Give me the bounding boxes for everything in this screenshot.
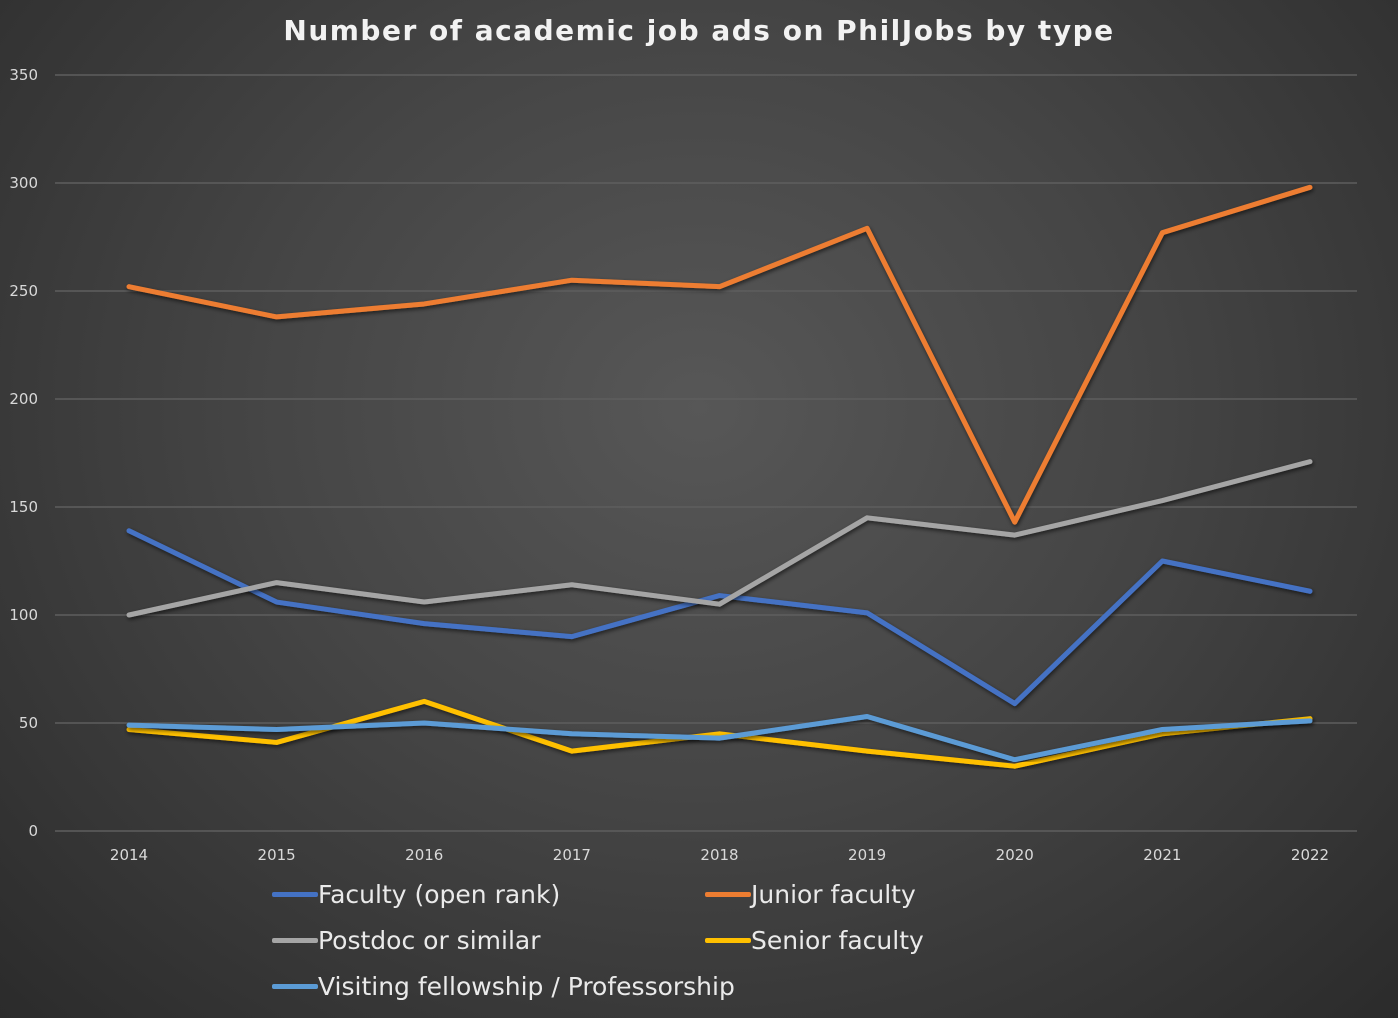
y-tick-label: 200 <box>9 390 38 408</box>
legend-item: Visiting fellowship / Professorship <box>272 972 735 1001</box>
legend-item: Junior faculty <box>705 880 916 909</box>
legend-label: Junior faculty <box>751 880 916 909</box>
legend-item: Postdoc or similar <box>272 926 541 955</box>
chart-title: Number of academic job ads on PhilJobs b… <box>283 14 1115 47</box>
x-tick-label: 2020 <box>996 846 1034 864</box>
legend-label: Faculty (open rank) <box>318 880 561 909</box>
series-line-0 <box>126 528 1313 707</box>
x-tick-label: 2014 <box>110 846 148 864</box>
x-tick-label: 2018 <box>700 846 738 864</box>
legend-label: Visiting fellowship / Professorship <box>318 972 735 1001</box>
legend-swatch <box>272 892 318 897</box>
series-line-2 <box>126 459 1313 618</box>
x-tick-label: 2017 <box>553 846 591 864</box>
y-tick-label: 250 <box>9 282 38 300</box>
x-tick-label: 2015 <box>258 846 296 864</box>
legend-swatch <box>705 938 751 943</box>
y-tick-label: 150 <box>9 498 38 516</box>
y-tick-label: 50 <box>19 714 38 732</box>
legend-label: Senior faculty <box>751 926 924 955</box>
legend-swatch <box>272 938 318 943</box>
x-tick-label: 2022 <box>1291 846 1329 864</box>
legend-item: Senior faculty <box>705 926 924 955</box>
y-tick-label: 300 <box>9 174 38 192</box>
legend-swatch <box>272 984 318 989</box>
x-tick-label: 2019 <box>848 846 886 864</box>
line-chart: 0 50 100 150 200 250 300 350 2014 2015 2016 2017 201… <box>9 66 1357 864</box>
x-tick-label: 2021 <box>1143 846 1181 864</box>
legend-item: Faculty (open rank) <box>272 880 560 909</box>
series-line-1 <box>126 184 1313 525</box>
legend-label: Postdoc or similar <box>318 926 541 955</box>
y-tick-label: 350 <box>9 66 38 84</box>
y-tick-label: 0 <box>28 822 38 840</box>
series-line-4 <box>126 714 1313 763</box>
x-tick-label: 2016 <box>405 846 443 864</box>
y-tick-label: 100 <box>9 606 38 624</box>
legend-swatch <box>705 892 751 897</box>
